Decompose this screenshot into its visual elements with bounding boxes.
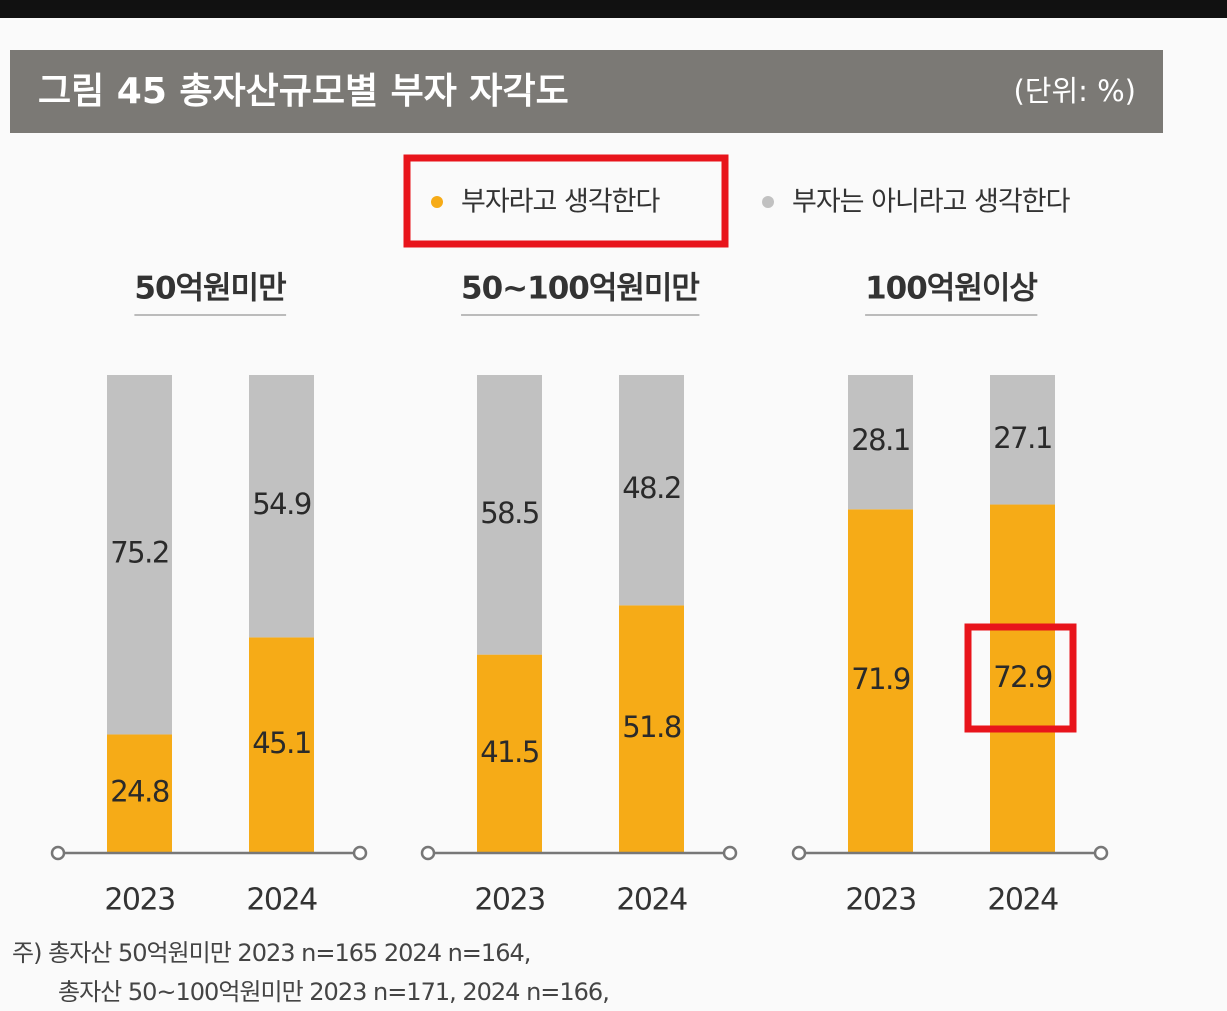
bar-segment [107, 734, 172, 853]
legend-marker [431, 196, 443, 208]
x-tick-label: 2023 [845, 883, 915, 918]
chart-subtitle: (단위: %) [1013, 74, 1136, 108]
value-label: 58.5 [480, 496, 539, 530]
value-label: 27.1 [993, 421, 1052, 455]
x-tick-label: 2023 [474, 883, 544, 918]
value-label: 72.9 [993, 660, 1052, 694]
legend-label: 부자라고 생각한다 [461, 187, 660, 218]
value-label: 51.8 [622, 710, 681, 744]
top-bar [0, 0, 1227, 18]
bar-segment [107, 375, 172, 735]
value-label: 48.2 [622, 471, 681, 505]
panel-title: 100억원이상 [865, 271, 1037, 307]
bar-segment [990, 504, 1055, 853]
value-label: 75.2 [110, 536, 169, 570]
x-tick-label: 2024 [987, 883, 1058, 918]
x-tick-label: 2024 [246, 883, 317, 918]
axis-end [352, 845, 368, 861]
axis-end [722, 845, 738, 861]
legend-label: 부자는 아니라고 생각한다 [792, 187, 1071, 218]
bar-segment [990, 375, 1055, 505]
bar-segment [848, 509, 913, 853]
value-label: 45.1 [252, 726, 311, 760]
title-banner [10, 50, 1163, 133]
x-tick-label: 2023 [104, 883, 174, 918]
value-label: 24.8 [110, 775, 169, 809]
value-label: 41.5 [480, 735, 539, 769]
axis-end [791, 845, 807, 861]
highlight-box [964, 623, 1077, 733]
bar-segment [848, 375, 913, 510]
panel-title: 50~100억원미만 [461, 271, 699, 307]
value-label: 71.9 [851, 662, 910, 696]
legend: 부자라고 생각한다 부자는 아니라고 생각한다 [431, 187, 1072, 218]
highlight-box [403, 154, 729, 248]
bar-segment [249, 637, 314, 853]
bar-segment [477, 654, 542, 853]
footnote: 주) 총자산 50억원미만 2023 n=165 2024 n=164, [12, 939, 530, 967]
bar-segment [249, 375, 314, 638]
bar-segment [619, 375, 684, 606]
axis-end [50, 845, 66, 861]
bar-segment [619, 605, 684, 853]
axis-end [420, 845, 436, 861]
bar-segment [477, 375, 542, 655]
axis-end [1093, 845, 1109, 861]
footnote: 총자산 50~100억원미만 2023 n=171, 2024 n=166, [58, 978, 609, 1006]
panel-title: 50억원미만 [134, 271, 286, 307]
plot: 50억원미만 24.8 75.2 2023 45.1 54.9 2024 50~100억원미만… [50, 271, 1109, 918]
legend-marker [762, 196, 774, 208]
value-label: 28.1 [851, 423, 910, 457]
chart-title: 그림 45 총자산규모별 부자 자각도 [38, 71, 569, 112]
x-tick-label: 2024 [616, 883, 687, 918]
value-label: 54.9 [252, 487, 311, 521]
